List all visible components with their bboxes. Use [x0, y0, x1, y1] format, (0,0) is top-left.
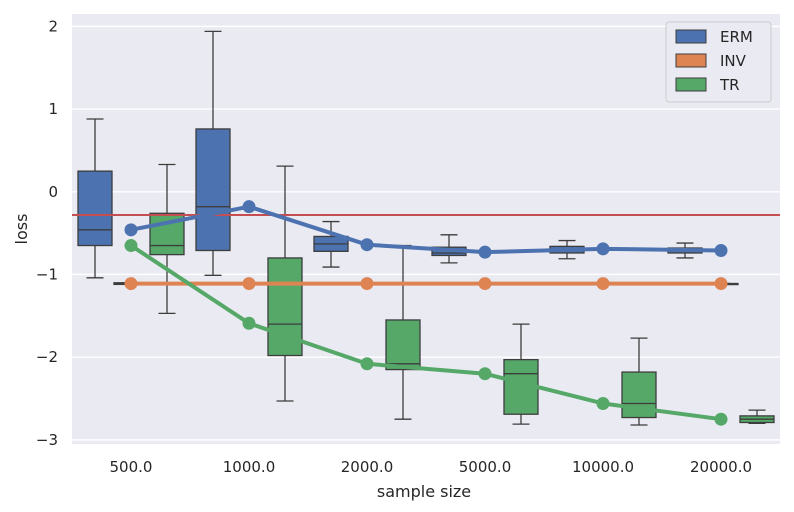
y-tick-label: 1	[48, 100, 58, 118]
mean-point-inv	[714, 277, 728, 291]
mean-point-erm	[478, 245, 492, 259]
box-body	[385, 319, 421, 371]
y-gridlines	[72, 25, 780, 441]
box-erm	[77, 118, 113, 279]
plot-area	[72, 14, 780, 444]
x-tick-label: 2000.0	[341, 458, 394, 476]
box-erm	[195, 30, 231, 276]
mean-point-inv	[596, 277, 610, 291]
mean-point-tr	[478, 367, 492, 381]
box-body	[77, 170, 113, 247]
box-tr	[739, 409, 775, 424]
y-tick-label: 2	[48, 17, 58, 35]
box-tr	[267, 165, 303, 402]
y-axis-ticks: 2 1 0 −1 −2 −3	[36, 17, 58, 448]
y-tick-label: −3	[36, 431, 58, 449]
x-tick-label: 500.0	[110, 458, 153, 476]
mean-point-inv	[478, 277, 492, 291]
y-tick-label: −2	[36, 348, 58, 366]
x-axis-label: sample size	[377, 482, 471, 501]
x-tick-label: 1000.0	[223, 458, 276, 476]
legend-label-erm: ERM	[720, 28, 753, 46]
mean-point-erm	[596, 242, 610, 256]
mean-point-erm	[360, 238, 374, 252]
y-axis-label: loss	[12, 214, 31, 245]
legend-swatch-inv	[675, 53, 707, 68]
mean-point-erm	[714, 244, 728, 257]
mean-point-inv	[124, 277, 138, 291]
x-tick-label: 20000.0	[690, 458, 752, 476]
mean-point-inv	[242, 277, 256, 291]
mean-point-erm	[124, 223, 138, 237]
x-tick-label: 10000.0	[572, 458, 634, 476]
mean-line-erm	[129, 204, 723, 255]
y-tick-label: −1	[36, 265, 58, 283]
box-body	[267, 257, 303, 357]
legend-label-tr: TR	[719, 76, 740, 94]
mean-lines	[124, 200, 728, 426]
legend-label-inv: INV	[720, 52, 747, 70]
mean-point-tr	[596, 396, 610, 410]
box-body	[195, 128, 231, 252]
mean-point-tr	[124, 239, 138, 253]
mean-point-erm	[242, 200, 256, 214]
x-tick-label: 5000.0	[459, 458, 512, 476]
box-erm	[313, 220, 349, 268]
legend-swatch-tr	[675, 77, 707, 92]
x-axis-ticks: 500.0 1000.0 2000.0 5000.0 10000.0 20000.0	[110, 458, 752, 476]
mean-point-tr	[714, 412, 728, 426]
legend: ERM INV TR	[665, 21, 772, 103]
mean-point-tr	[242, 316, 256, 330]
y-tick-label: 0	[48, 183, 58, 201]
mean-point-tr	[360, 357, 374, 371]
mean-point-inv	[360, 277, 374, 291]
legend-swatch-erm	[675, 29, 707, 44]
mean-line-tr	[129, 243, 723, 422]
